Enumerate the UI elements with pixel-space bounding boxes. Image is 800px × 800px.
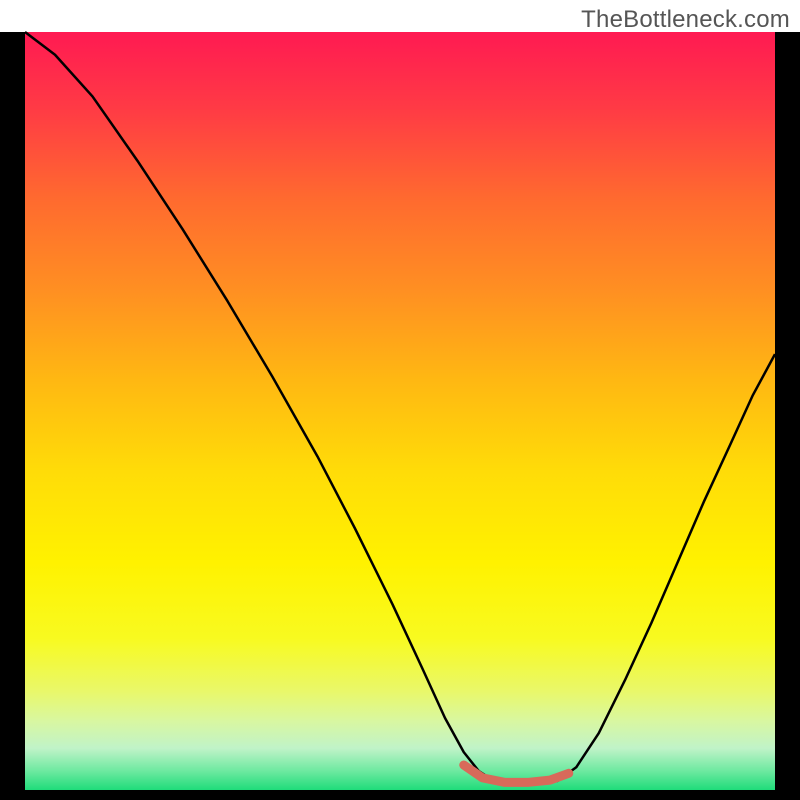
frame-bottom [0,790,800,800]
bottleneck-chart [0,0,800,800]
frame-right [775,32,800,800]
plot-background [25,32,775,790]
chart-svg [0,0,800,800]
frame-left [0,32,25,800]
